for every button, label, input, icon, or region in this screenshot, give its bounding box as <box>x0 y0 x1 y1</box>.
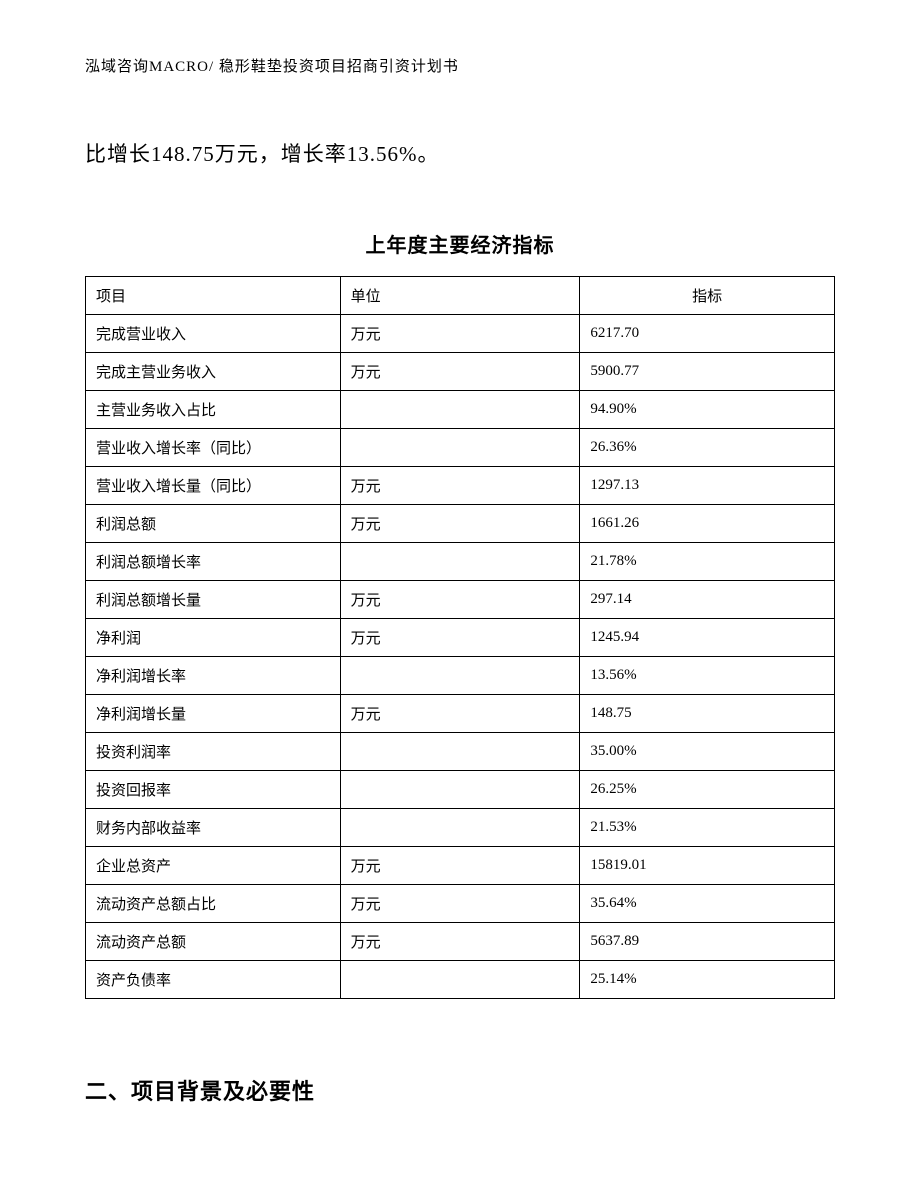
table-row: 投资回报率 26.25% <box>86 770 835 808</box>
table-cell: 投资利润率 <box>86 732 341 770</box>
table-cell: 利润总额增长量 <box>86 580 341 618</box>
intro-paragraph: 比增长148.75万元，增长率13.56%。 <box>85 136 835 174</box>
table-cell: 1245.94 <box>580 618 835 656</box>
economic-indicators-table: 项目 单位 指标 完成营业收入万元6217.70完成主营业务收入万元5900.7… <box>85 276 835 999</box>
table-cell: 万元 <box>340 618 580 656</box>
table-cell <box>340 960 580 998</box>
table-cell: 万元 <box>340 884 580 922</box>
table-cell: 营业收入增长率（同比） <box>86 428 341 466</box>
table-cell <box>340 542 580 580</box>
table-row: 资产负债率 25.14% <box>86 960 835 998</box>
table-row: 净利润增长量万元148.75 <box>86 694 835 732</box>
table-cell: 流动资产总额占比 <box>86 884 341 922</box>
column-header: 项目 <box>86 276 341 314</box>
table-cell: 26.25% <box>580 770 835 808</box>
table-cell <box>340 770 580 808</box>
table-cell: 完成主营业务收入 <box>86 352 341 390</box>
table-cell: 297.14 <box>580 580 835 618</box>
table-header-row: 项目 单位 指标 <box>86 276 835 314</box>
table-cell <box>340 732 580 770</box>
table-row: 完成主营业务收入万元5900.77 <box>86 352 835 390</box>
table-cell: 21.53% <box>580 808 835 846</box>
table-cell: 净利润 <box>86 618 341 656</box>
table-cell: 企业总资产 <box>86 846 341 884</box>
table-row: 流动资产总额占比万元35.64% <box>86 884 835 922</box>
table-cell: 财务内部收益率 <box>86 808 341 846</box>
table-cell: 6217.70 <box>580 314 835 352</box>
table-cell: 万元 <box>340 922 580 960</box>
table-row: 企业总资产万元15819.01 <box>86 846 835 884</box>
page-header: 泓域咨询MACRO/ 稳形鞋垫投资项目招商引资计划书 <box>85 55 835 76</box>
table-row: 财务内部收益率 21.53% <box>86 808 835 846</box>
table-row: 投资利润率 35.00% <box>86 732 835 770</box>
table-cell: 利润总额增长率 <box>86 542 341 580</box>
table-row: 主营业务收入占比 94.90% <box>86 390 835 428</box>
table-cell: 21.78% <box>580 542 835 580</box>
table-cell: 5637.89 <box>580 922 835 960</box>
table-cell: 万元 <box>340 314 580 352</box>
table-cell: 万元 <box>340 466 580 504</box>
table-cell: 5900.77 <box>580 352 835 390</box>
table-cell: 利润总额 <box>86 504 341 542</box>
table-cell <box>340 656 580 694</box>
table-cell <box>340 808 580 846</box>
table-cell: 万元 <box>340 352 580 390</box>
table-cell: 净利润增长量 <box>86 694 341 732</box>
table-row: 营业收入增长量（同比）万元1297.13 <box>86 466 835 504</box>
table-row: 利润总额增长率 21.78% <box>86 542 835 580</box>
table-cell <box>340 428 580 466</box>
table-title: 上年度主要经济指标 <box>85 229 835 258</box>
table-row: 净利润万元1245.94 <box>86 618 835 656</box>
table-row: 流动资产总额万元5637.89 <box>86 922 835 960</box>
table-cell <box>340 390 580 428</box>
table-cell: 35.00% <box>580 732 835 770</box>
table-cell: 投资回报率 <box>86 770 341 808</box>
table-cell: 流动资产总额 <box>86 922 341 960</box>
table-cell: 1297.13 <box>580 466 835 504</box>
table-cell: 25.14% <box>580 960 835 998</box>
table-cell: 万元 <box>340 504 580 542</box>
table-cell: 主营业务收入占比 <box>86 390 341 428</box>
column-header: 单位 <box>340 276 580 314</box>
column-header: 指标 <box>580 276 835 314</box>
table-cell: 万元 <box>340 580 580 618</box>
table-cell: 35.64% <box>580 884 835 922</box>
table-row: 营业收入增长率（同比） 26.36% <box>86 428 835 466</box>
table-cell: 15819.01 <box>580 846 835 884</box>
table-cell: 资产负债率 <box>86 960 341 998</box>
table-cell: 148.75 <box>580 694 835 732</box>
table-cell: 万元 <box>340 694 580 732</box>
table-cell: 万元 <box>340 846 580 884</box>
table-row: 利润总额增长量万元297.14 <box>86 580 835 618</box>
table-cell: 94.90% <box>580 390 835 428</box>
table-row: 完成营业收入万元6217.70 <box>86 314 835 352</box>
table-cell: 13.56% <box>580 656 835 694</box>
table-cell: 1661.26 <box>580 504 835 542</box>
table-cell: 26.36% <box>580 428 835 466</box>
table-row: 利润总额万元1661.26 <box>86 504 835 542</box>
section-heading: 二、项目背景及必要性 <box>85 1074 835 1106</box>
table-cell: 完成营业收入 <box>86 314 341 352</box>
table-row: 净利润增长率 13.56% <box>86 656 835 694</box>
table-cell: 营业收入增长量（同比） <box>86 466 341 504</box>
table-cell: 净利润增长率 <box>86 656 341 694</box>
